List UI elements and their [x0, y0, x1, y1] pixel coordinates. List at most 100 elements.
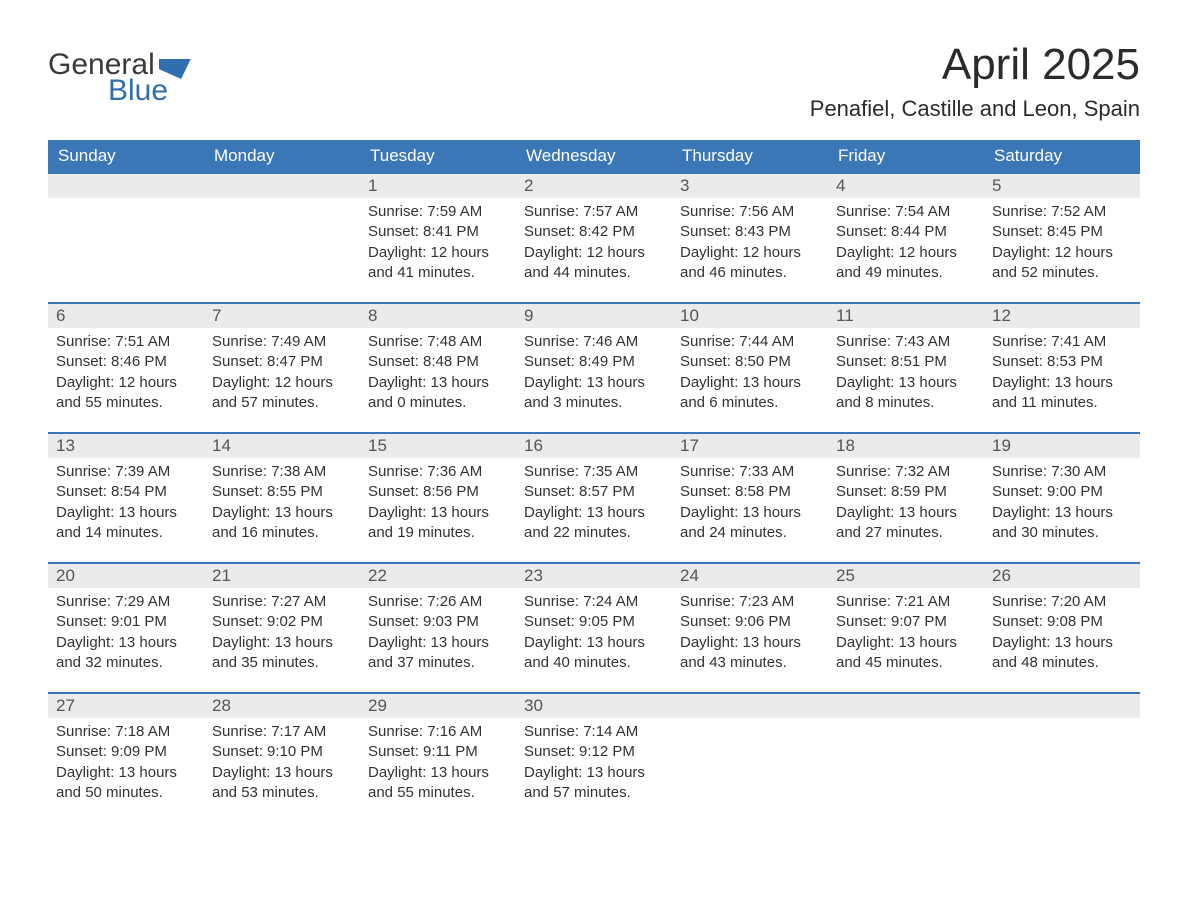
- day-cell: 29Sunrise: 7:16 AMSunset: 9:11 PMDayligh…: [360, 694, 516, 822]
- day-day1: Daylight: 12 hours: [524, 243, 664, 263]
- day-number: 6: [48, 304, 204, 328]
- day-day2: and 41 minutes.: [368, 263, 508, 283]
- day-day2: and 43 minutes.: [680, 653, 820, 673]
- day-day1: Daylight: 13 hours: [992, 633, 1132, 653]
- day-body: Sunrise: 7:39 AMSunset: 8:54 PMDaylight:…: [48, 458, 204, 549]
- day-day1: Daylight: 13 hours: [212, 633, 352, 653]
- day-body: [48, 198, 204, 208]
- day-day2: and 19 minutes.: [368, 523, 508, 543]
- day-sunrise: Sunrise: 7:32 AM: [836, 462, 976, 482]
- day-number: 10: [672, 304, 828, 328]
- day-sunrise: Sunrise: 7:49 AM: [212, 332, 352, 352]
- day-header-cell: Thursday: [672, 140, 828, 172]
- day-body: Sunrise: 7:35 AMSunset: 8:57 PMDaylight:…: [516, 458, 672, 549]
- day-day1: Daylight: 13 hours: [836, 503, 976, 523]
- day-cell: 30Sunrise: 7:14 AMSunset: 9:12 PMDayligh…: [516, 694, 672, 822]
- day-sunrise: Sunrise: 7:41 AM: [992, 332, 1132, 352]
- day-cell: 19Sunrise: 7:30 AMSunset: 9:00 PMDayligh…: [984, 434, 1140, 562]
- day-day1: Daylight: 13 hours: [212, 763, 352, 783]
- day-header-row: SundayMondayTuesdayWednesdayThursdayFrid…: [48, 140, 1140, 172]
- day-body: Sunrise: 7:18 AMSunset: 9:09 PMDaylight:…: [48, 718, 204, 809]
- day-cell: 26Sunrise: 7:20 AMSunset: 9:08 PMDayligh…: [984, 564, 1140, 692]
- day-day2: and 11 minutes.: [992, 393, 1132, 413]
- day-day2: and 50 minutes.: [56, 783, 196, 803]
- title-block: April 2025 Penafiel, Castille and Leon, …: [810, 40, 1140, 122]
- day-day1: Daylight: 13 hours: [992, 503, 1132, 523]
- day-cell: [828, 694, 984, 822]
- day-day2: and 44 minutes.: [524, 263, 664, 283]
- day-number: 25: [828, 564, 984, 588]
- day-cell: 28Sunrise: 7:17 AMSunset: 9:10 PMDayligh…: [204, 694, 360, 822]
- day-sunset: Sunset: 8:55 PM: [212, 482, 352, 502]
- day-body: Sunrise: 7:32 AMSunset: 8:59 PMDaylight:…: [828, 458, 984, 549]
- day-cell: 22Sunrise: 7:26 AMSunset: 9:03 PMDayligh…: [360, 564, 516, 692]
- month-title: April 2025: [810, 40, 1140, 90]
- day-day1: Daylight: 13 hours: [680, 503, 820, 523]
- location: Penafiel, Castille and Leon, Spain: [810, 96, 1140, 122]
- day-day1: Daylight: 12 hours: [680, 243, 820, 263]
- day-cell: 3Sunrise: 7:56 AMSunset: 8:43 PMDaylight…: [672, 174, 828, 302]
- day-number: 29: [360, 694, 516, 718]
- day-body: Sunrise: 7:24 AMSunset: 9:05 PMDaylight:…: [516, 588, 672, 679]
- day-sunset: Sunset: 8:57 PM: [524, 482, 664, 502]
- day-cell: 16Sunrise: 7:35 AMSunset: 8:57 PMDayligh…: [516, 434, 672, 562]
- day-day1: Daylight: 13 hours: [212, 503, 352, 523]
- day-cell: 27Sunrise: 7:18 AMSunset: 9:09 PMDayligh…: [48, 694, 204, 822]
- day-day1: Daylight: 13 hours: [368, 503, 508, 523]
- day-cell: 17Sunrise: 7:33 AMSunset: 8:58 PMDayligh…: [672, 434, 828, 562]
- day-sunrise: Sunrise: 7:36 AM: [368, 462, 508, 482]
- day-sunrise: Sunrise: 7:29 AM: [56, 592, 196, 612]
- day-body: [984, 718, 1140, 728]
- day-cell: 23Sunrise: 7:24 AMSunset: 9:05 PMDayligh…: [516, 564, 672, 692]
- day-body: Sunrise: 7:26 AMSunset: 9:03 PMDaylight:…: [360, 588, 516, 679]
- day-day1: Daylight: 13 hours: [56, 633, 196, 653]
- day-day1: Daylight: 12 hours: [836, 243, 976, 263]
- day-cell: 15Sunrise: 7:36 AMSunset: 8:56 PMDayligh…: [360, 434, 516, 562]
- day-sunset: Sunset: 9:01 PM: [56, 612, 196, 632]
- day-sunset: Sunset: 9:03 PM: [368, 612, 508, 632]
- day-sunrise: Sunrise: 7:14 AM: [524, 722, 664, 742]
- day-cell: 25Sunrise: 7:21 AMSunset: 9:07 PMDayligh…: [828, 564, 984, 692]
- day-number: [672, 694, 828, 718]
- day-day2: and 52 minutes.: [992, 263, 1132, 283]
- day-sunset: Sunset: 8:56 PM: [368, 482, 508, 502]
- day-sunset: Sunset: 8:53 PM: [992, 352, 1132, 372]
- day-number: 28: [204, 694, 360, 718]
- day-cell: 14Sunrise: 7:38 AMSunset: 8:55 PMDayligh…: [204, 434, 360, 562]
- day-cell: 9Sunrise: 7:46 AMSunset: 8:49 PMDaylight…: [516, 304, 672, 432]
- day-body: Sunrise: 7:14 AMSunset: 9:12 PMDaylight:…: [516, 718, 672, 809]
- day-sunrise: Sunrise: 7:57 AM: [524, 202, 664, 222]
- day-day2: and 40 minutes.: [524, 653, 664, 673]
- day-day1: Daylight: 13 hours: [524, 633, 664, 653]
- day-sunrise: Sunrise: 7:38 AM: [212, 462, 352, 482]
- day-body: Sunrise: 7:49 AMSunset: 8:47 PMDaylight:…: [204, 328, 360, 419]
- day-number: 23: [516, 564, 672, 588]
- day-day1: Daylight: 12 hours: [56, 373, 196, 393]
- day-sunrise: Sunrise: 7:39 AM: [56, 462, 196, 482]
- day-body: Sunrise: 7:52 AMSunset: 8:45 PMDaylight:…: [984, 198, 1140, 289]
- day-cell: 4Sunrise: 7:54 AMSunset: 8:44 PMDaylight…: [828, 174, 984, 302]
- day-body: Sunrise: 7:30 AMSunset: 9:00 PMDaylight:…: [984, 458, 1140, 549]
- day-number: 13: [48, 434, 204, 458]
- day-body: Sunrise: 7:59 AMSunset: 8:41 PMDaylight:…: [360, 198, 516, 289]
- day-number: [48, 174, 204, 198]
- day-sunset: Sunset: 8:45 PM: [992, 222, 1132, 242]
- day-body: Sunrise: 7:43 AMSunset: 8:51 PMDaylight:…: [828, 328, 984, 419]
- day-sunrise: Sunrise: 7:46 AM: [524, 332, 664, 352]
- week-row: 6Sunrise: 7:51 AMSunset: 8:46 PMDaylight…: [48, 302, 1140, 432]
- day-sunset: Sunset: 8:49 PM: [524, 352, 664, 372]
- day-sunset: Sunset: 8:58 PM: [680, 482, 820, 502]
- day-day2: and 57 minutes.: [212, 393, 352, 413]
- day-day1: Daylight: 13 hours: [836, 633, 976, 653]
- day-sunset: Sunset: 9:00 PM: [992, 482, 1132, 502]
- header: General Blue April 2025 Penafiel, Castil…: [48, 40, 1140, 122]
- day-day1: Daylight: 13 hours: [680, 373, 820, 393]
- day-day1: Daylight: 13 hours: [524, 373, 664, 393]
- day-number: 11: [828, 304, 984, 328]
- day-day2: and 30 minutes.: [992, 523, 1132, 543]
- day-header-cell: Monday: [204, 140, 360, 172]
- day-cell: [204, 174, 360, 302]
- day-cell: 12Sunrise: 7:41 AMSunset: 8:53 PMDayligh…: [984, 304, 1140, 432]
- day-sunrise: Sunrise: 7:48 AM: [368, 332, 508, 352]
- day-body: Sunrise: 7:36 AMSunset: 8:56 PMDaylight:…: [360, 458, 516, 549]
